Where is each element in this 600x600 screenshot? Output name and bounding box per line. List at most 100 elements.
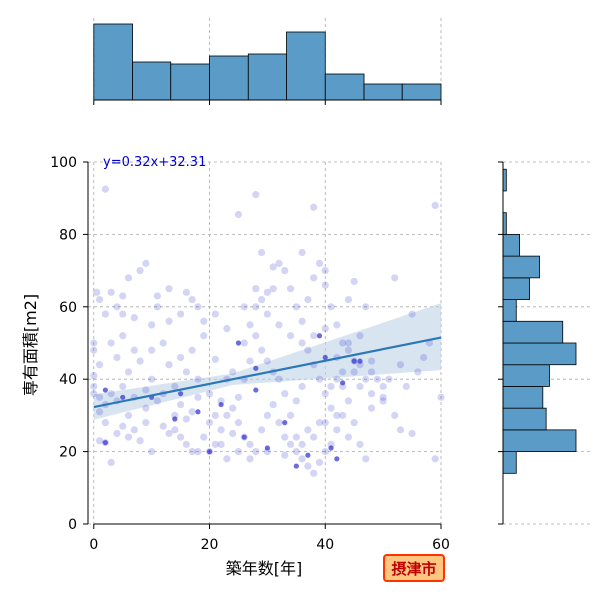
x-ticks: 0 20 40 60 <box>89 524 450 553</box>
scatter-point <box>379 382 387 391</box>
scatter-point <box>327 382 335 391</box>
scatter-point <box>420 353 428 362</box>
scatter-point <box>281 267 289 275</box>
y-tick-label: 0 <box>68 517 77 533</box>
scatter-point <box>148 375 156 383</box>
scatter-point-dense <box>120 394 126 400</box>
city-badge: 摂津市 <box>383 554 445 582</box>
scatter-point <box>408 310 416 318</box>
scatter-point <box>130 346 138 354</box>
y-hist-bar <box>502 364 550 387</box>
scatter-point <box>391 411 399 419</box>
top-histogram <box>93 18 442 105</box>
scatter-point <box>310 433 318 441</box>
scatter-point <box>275 321 283 329</box>
scatter-point <box>310 203 318 211</box>
scatter-point <box>263 288 271 296</box>
scatter-point <box>292 448 300 456</box>
scatter-point <box>339 368 347 376</box>
scatter-point <box>286 411 295 419</box>
y-hist-bar <box>502 299 517 322</box>
scatter-point <box>194 375 202 383</box>
scatter-point <box>391 274 399 282</box>
scatter-point <box>310 332 318 340</box>
scatter-point <box>269 263 277 271</box>
scatter-point <box>327 303 335 311</box>
scatter-point <box>396 361 405 369</box>
scatter-point <box>263 310 271 318</box>
scatter-point <box>101 310 109 318</box>
x-hist-bar <box>170 63 210 101</box>
scatter-point-dense <box>340 380 346 386</box>
scatter-point <box>292 433 300 441</box>
scatter-point <box>107 390 115 398</box>
scatter-point <box>281 390 289 398</box>
y-hist-bar <box>502 429 577 453</box>
scatter-point <box>321 281 329 289</box>
scatter-point <box>321 419 329 427</box>
scatter-point <box>315 419 324 427</box>
y-tick-label: 20 <box>59 445 77 461</box>
scatter-point <box>269 285 277 293</box>
scatter-point <box>124 411 133 419</box>
y-hist-bar <box>502 451 517 474</box>
x-hist-bar <box>401 83 442 101</box>
scatter-point <box>182 415 190 423</box>
x-hist-bar <box>363 83 403 101</box>
scatter-point <box>246 321 254 329</box>
x-hist-bar <box>286 31 326 101</box>
scatter-point <box>95 295 104 304</box>
x-hist-bar <box>93 23 133 101</box>
scatter-point <box>240 339 248 347</box>
x-hist-bar <box>209 55 249 101</box>
scatter-point <box>315 375 324 383</box>
scatter-point <box>176 310 185 318</box>
scatter-point-dense <box>195 409 201 415</box>
scatter-point <box>211 310 219 318</box>
scatter-point <box>229 429 237 438</box>
scatter-point <box>321 390 329 398</box>
city-badge-label: 摂津市 <box>391 560 436 578</box>
scatter-point <box>396 426 405 434</box>
scatter-point <box>350 419 358 427</box>
scatter-point <box>107 288 115 296</box>
scatter-point <box>356 440 364 448</box>
scatter-point <box>148 346 156 354</box>
scatter-point-dense <box>102 387 108 393</box>
scatter-point <box>298 317 306 325</box>
top-histogram-axis <box>93 99 442 105</box>
scatter-point <box>263 357 271 365</box>
scatter-point <box>95 408 104 416</box>
scatter-point <box>142 386 150 394</box>
scatter-point <box>298 248 306 257</box>
scatter-point-dense <box>177 391 184 397</box>
scatter-point <box>124 274 133 282</box>
scatter-point <box>286 285 295 293</box>
scatter-point <box>258 295 266 304</box>
scatter-point <box>124 433 133 441</box>
scatter-point <box>223 324 231 333</box>
scatter-point <box>211 411 219 419</box>
scatter-point <box>252 303 260 311</box>
scatter-point <box>362 375 370 383</box>
scatter-point <box>373 375 381 383</box>
scatter-point <box>90 390 98 398</box>
regression-equation: y=0.32x+32.31 <box>103 155 206 170</box>
scatter-point <box>275 259 283 267</box>
scatter-point-dense <box>322 354 328 361</box>
scatter-point <box>119 332 127 340</box>
scatter-point <box>159 339 167 347</box>
scatter-point <box>252 285 260 293</box>
scatter-point <box>356 332 364 340</box>
scatter-point <box>107 339 115 347</box>
scatter-point <box>298 455 306 463</box>
scatter-point <box>130 314 138 322</box>
y-hist-bar <box>502 342 577 366</box>
scatter-point <box>234 419 243 427</box>
y-hist-bar <box>502 386 544 409</box>
scatter-point <box>333 426 341 434</box>
scatter-point <box>93 288 101 296</box>
scatter-point-dense <box>102 439 108 446</box>
scatter-point <box>153 292 162 300</box>
scatter-point <box>234 448 243 456</box>
